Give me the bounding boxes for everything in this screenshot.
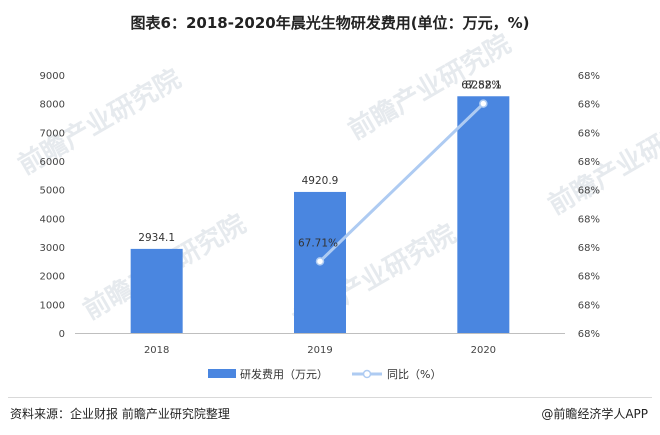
y-right-tick-label: 68%: [578, 186, 600, 197]
yoy-point: [479, 99, 488, 108]
legend-bar-swatch: [208, 369, 236, 378]
chart-title: 图表6：2018-2020年晨光生物研发费用(单位：万元，%): [130, 14, 530, 32]
x-tick-label: 2018: [144, 345, 169, 356]
y-right-tick-label: 68%: [578, 100, 600, 111]
bar-value-label: 4920.9: [302, 175, 339, 187]
chart-area: 前瞻产业研究院前瞻产业研究院前瞻产业研究院前瞻产业研究院前瞻产业研究院01000…: [13, 28, 660, 381]
y-left-tick-label: 9000: [40, 71, 65, 82]
y-left-tick-label: 7000: [40, 128, 65, 139]
yoy-line: [318, 102, 485, 263]
y-right-tick-label: 68%: [578, 214, 600, 225]
y-left-tick-label: 4000: [40, 214, 65, 225]
y-left-tick-label: 8000: [40, 100, 65, 111]
watermark-text: 前瞻产业研究院: [543, 103, 660, 221]
bar: [130, 248, 183, 333]
brand-label: @前瞻经济学人APP: [541, 407, 648, 421]
y-left-tick-label: 6000: [40, 157, 65, 168]
footer-divider: [8, 397, 652, 398]
source-note: 资料来源：企业财报 前瞻产业研究院整理: [10, 407, 230, 421]
y-right-tick-label: 68%: [578, 300, 600, 311]
y-right-tick-label: 68%: [578, 128, 600, 139]
y-right-tick-label: 68%: [578, 243, 600, 254]
bar-value-label: 8258.1: [465, 79, 502, 91]
legend-bar-label: 研发费用（万元）: [240, 367, 328, 381]
y-right-tick-label: 68%: [578, 71, 600, 82]
y-left-tick-label: 2000: [40, 272, 65, 283]
y-right-tick-label: 68%: [578, 157, 600, 168]
legend-line-label: 同比（%）: [387, 368, 441, 381]
yoy-point: [315, 257, 325, 266]
y-right-tick-label: 68%: [578, 329, 600, 340]
y-left-tick-label: 1000: [40, 300, 65, 311]
bar-value-label: 2934.1: [138, 232, 175, 244]
y-left-tick-label: 0: [59, 329, 65, 340]
y-right-tick-label: 68%: [578, 272, 600, 283]
legend-line-marker: [362, 369, 372, 379]
yoy-value-label: 67.71%: [298, 237, 338, 249]
bar: [457, 96, 510, 334]
y-left-tick-label: 3000: [40, 243, 65, 254]
yoy-value-label: 67.82%: [461, 80, 501, 92]
y-left-tick-label: 5000: [40, 186, 65, 197]
x-tick-label: 2020: [471, 345, 496, 356]
x-tick-label: 2019: [307, 345, 332, 356]
